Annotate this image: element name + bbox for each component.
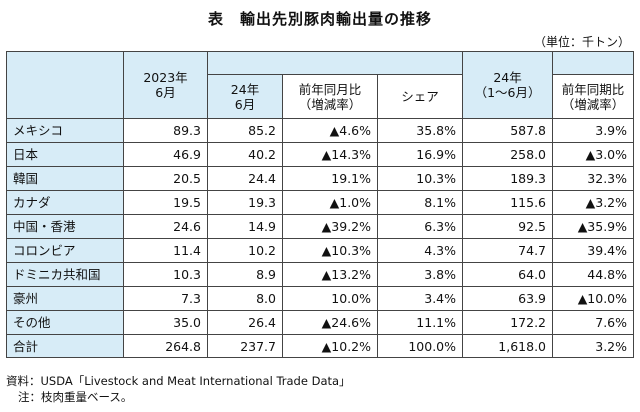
value-cell-v2024: 8.9 <box>207 262 283 287</box>
header-2024-ytd: 24年 （1～6月） <box>462 51 554 119</box>
table-title: 表 輸出先別豚肉輸出量の推移 <box>207 10 432 28</box>
value-cell-yoy: ▲13.2% <box>282 262 378 287</box>
value-cell-v2024: 237.7 <box>207 334 283 358</box>
value-cell-ytd-yoy: ▲35.9% <box>552 214 635 239</box>
country-cell: メキシコ <box>6 118 124 143</box>
value-cell-v2023: 46.9 <box>123 142 208 167</box>
table-row: メキシコ 89.3 85.2 ▲4.6% 35.8% 587.8 3.9% <box>6 118 635 143</box>
value-cell-ytd-yoy: ▲10.0% <box>552 286 635 311</box>
export-table: 2023年 6月 24年 （1～6月） 24年 6月 前年同月比 （増減率） シ… <box>6 50 635 358</box>
country-cell: 豪州 <box>6 286 124 311</box>
value-cell-ytd-yoy: 32.3% <box>552 166 635 191</box>
table-row: 日本 46.9 40.2 ▲14.3% 16.9% 258.0 ▲3.0% <box>6 142 635 167</box>
value-cell-yoy: ▲4.6% <box>282 118 378 143</box>
value-cell-v2023: 10.3 <box>123 262 208 287</box>
value-cell-share: 6.3% <box>376 214 464 239</box>
table-row: 中国・香港 24.6 14.9 ▲39.2% 6.3% 92.5 ▲35.9% <box>6 214 635 239</box>
footnotes: 資料：USDA「Livestock and Meat International… <box>6 373 351 405</box>
table-row: カナダ 19.5 19.3 ▲1.0% 8.1% 115.6 ▲3.2% <box>6 190 635 215</box>
value-cell-ytd: 587.8 <box>462 118 554 143</box>
value-cell-share: 3.8% <box>376 262 464 287</box>
value-cell-yoy: ▲39.2% <box>282 214 378 239</box>
country-cell: ドミニカ共和国 <box>6 262 124 287</box>
country-cell: 合計 <box>6 334 124 358</box>
value-cell-v2023: 11.4 <box>123 238 208 263</box>
table-row: その他 35.0 26.4 ▲24.6% 11.1% 172.2 7.6% <box>6 310 635 335</box>
table-row: ドミニカ共和国 10.3 8.9 ▲13.2% 3.8% 64.0 44.8% <box>6 262 635 287</box>
header-2024-june: 24年 6月 <box>207 74 283 119</box>
value-cell-v2024: 8.0 <box>207 286 283 311</box>
value-cell-v2023: 19.5 <box>123 190 208 215</box>
header-2024-group <box>206 50 464 76</box>
value-cell-v2023: 89.3 <box>123 118 208 143</box>
value-cell-v2023: 35.0 <box>123 310 208 335</box>
value-cell-share: 35.8% <box>376 118 464 143</box>
value-cell-yoy: ▲14.3% <box>282 142 378 167</box>
country-cell: カナダ <box>6 190 124 215</box>
unit-label: （単位：千トン） <box>533 35 630 49</box>
table-row: 韓国 20.5 24.4 19.1% 10.3% 189.3 32.3% <box>6 166 635 191</box>
country-cell: コロンビア <box>6 238 124 263</box>
table-row: 豪州 7.3 8.0 10.0% 3.4% 63.9 ▲10.0% <box>6 286 635 311</box>
value-cell-share: 100.0% <box>376 334 464 358</box>
value-cell-v2023: 7.3 <box>123 286 208 311</box>
value-cell-yoy: ▲10.3% <box>282 238 378 263</box>
value-cell-yoy: ▲10.2% <box>282 334 378 358</box>
value-cell-v2023: 20.5 <box>123 166 208 191</box>
value-cell-ytd-yoy: 39.4% <box>552 238 635 263</box>
value-cell-ytd-yoy: 7.6% <box>552 310 635 335</box>
value-cell-share: 4.3% <box>376 238 464 263</box>
value-cell-yoy: 10.0% <box>282 286 378 311</box>
value-cell-ytd: 1,618.0 <box>462 334 554 358</box>
value-cell-ytd-yoy: ▲3.2% <box>552 190 635 215</box>
value-cell-ytd: 172.2 <box>462 310 554 335</box>
value-cell-v2024: 19.3 <box>207 190 283 215</box>
value-cell-share: 8.1% <box>376 190 464 215</box>
value-cell-share: 10.3% <box>376 166 464 191</box>
value-cell-ytd: 63.9 <box>462 286 554 311</box>
header-corner-cell <box>6 51 124 119</box>
value-cell-ytd-yoy: 3.9% <box>552 118 635 143</box>
value-cell-ytd-yoy: ▲3.0% <box>552 142 635 167</box>
value-cell-v2024: 40.2 <box>207 142 283 167</box>
country-cell: 日本 <box>6 142 124 167</box>
value-cell-ytd: 64.0 <box>462 262 554 287</box>
value-cell-v2023: 264.8 <box>123 334 208 358</box>
value-cell-v2024: 24.4 <box>207 166 283 191</box>
value-cell-share: 16.9% <box>376 142 464 167</box>
value-cell-v2024: 14.9 <box>207 214 283 239</box>
value-cell-v2024: 26.4 <box>207 310 283 335</box>
value-cell-v2023: 24.6 <box>123 214 208 239</box>
weight-note: 注：枝肉重量ベース。 <box>18 390 133 404</box>
value-cell-yoy: 19.1% <box>282 166 378 191</box>
country-cell: 韓国 <box>6 166 124 191</box>
table-body: メキシコ 89.3 85.2 ▲4.6% 35.8% 587.8 3.9% 日本 46.9 40.… <box>6 118 635 358</box>
header-yoy: 前年同月比 （増減率） <box>282 74 378 119</box>
country-cell: その他 <box>6 310 124 335</box>
source-note: 資料：USDA「Livestock and Meat International… <box>6 374 351 388</box>
header-2023-june: 2023年 6月 <box>123 51 208 119</box>
value-cell-v2024: 10.2 <box>207 238 283 263</box>
value-cell-v2024: 85.2 <box>207 118 283 143</box>
table-row: コロンビア 11.4 10.2 ▲10.3% 4.3% 74.7 39.4% <box>6 238 635 263</box>
table-row: 合計 264.8 237.7 ▲10.2% 100.0% 1,618.0 3.2% <box>6 334 635 358</box>
value-cell-ytd: 189.3 <box>462 166 554 191</box>
value-cell-ytd: 258.0 <box>462 142 554 167</box>
value-cell-ytd-yoy: 44.8% <box>552 262 635 287</box>
value-cell-share: 3.4% <box>376 286 464 311</box>
header-row-top: 2023年 6月 24年 （1～6月） <box>6 50 635 119</box>
value-cell-yoy: ▲24.6% <box>282 310 378 335</box>
value-cell-ytd: 74.7 <box>462 238 554 263</box>
header-row-bottom: 24年 6月 前年同月比 （増減率） シェア 前年同期比 （増減率） <box>7 74 635 119</box>
country-cell: 中国・香港 <box>6 214 124 239</box>
value-cell-ytd: 92.5 <box>462 214 554 239</box>
value-cell-ytd-yoy: 3.2% <box>552 334 635 358</box>
value-cell-share: 11.1% <box>376 310 464 335</box>
header-share: シェア <box>376 74 464 119</box>
header-ytd-yoy: 前年同期比 （増減率） <box>552 74 635 119</box>
value-cell-ytd: 115.6 <box>462 190 554 215</box>
value-cell-yoy: ▲1.0% <box>282 190 378 215</box>
header-ytd-yoy-top <box>552 50 635 76</box>
